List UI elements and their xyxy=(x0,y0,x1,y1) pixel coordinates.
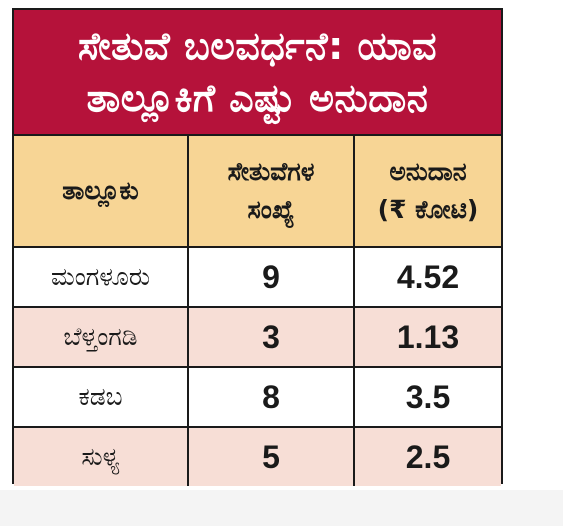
header-bridge-count: ಸೇತುವೆಗಳ ಸಂಖ್ಯೆ xyxy=(187,136,355,248)
bridge-count-cell: 8 xyxy=(187,366,355,428)
taluk-cell: ಮಂಗಳೂರು xyxy=(14,246,189,308)
infobox-title: ಸೇತುವೆ ಬಲವರ್ಧನೆ: ಯಾವ ತಾಲ್ಲೂಕಿಗೆ ಎಷ್ಟು ಅನ… xyxy=(14,10,501,136)
title-line-2: ತಾಲ್ಲೂಕಿಗೆ ಎಷ್ಟು ಅನುದಾನ xyxy=(86,76,429,120)
bridge-count-cell: 5 xyxy=(187,426,355,486)
table-header-row: ತಾಲ್ಲೂಕು ಸೇತುವೆಗಳ ಸಂಖ್ಯೆ ಅನುದಾನ (₹ ಕೋಟಿ) xyxy=(14,136,501,248)
bridge-count-cell: 3 xyxy=(187,306,355,368)
grant-cell: 4.52 xyxy=(353,246,501,308)
table-row: ಸುಳ್ಯ 5 2.5 xyxy=(14,426,501,486)
bottom-strip xyxy=(0,490,563,526)
bridge-grant-infobox: ಸೇತುವೆ ಬಲವರ್ಧನೆ: ಯಾವ ತಾಲ್ಲೂಕಿಗೆ ಎಷ್ಟು ಅನ… xyxy=(12,8,503,486)
table-row: ಬೆಳ್ತಂಗಡಿ 3 1.13 xyxy=(14,306,501,368)
bridge-count-cell: 9 xyxy=(187,246,355,308)
title-line-1: ಸೇತುವೆ ಬಲವರ್ಧನೆ: ಯಾವ xyxy=(77,24,438,68)
taluk-cell: ಕಡಬ xyxy=(14,366,189,428)
grant-cell: 3.5 xyxy=(353,366,501,428)
grant-cell: 1.13 xyxy=(353,306,501,368)
table-row: ಮಂಗಳೂರು 9 4.52 xyxy=(14,246,501,308)
grant-table: ತಾಲ್ಲೂಕು ಸೇತುವೆಗಳ ಸಂಖ್ಯೆ ಅನುದಾನ (₹ ಕೋಟಿ)… xyxy=(14,136,501,486)
taluk-cell: ಸುಳ್ಯ xyxy=(14,426,189,486)
grant-cell: 2.5 xyxy=(353,426,501,486)
table-row: ಕಡಬ 8 3.5 xyxy=(14,366,501,428)
header-grant: ಅನುದಾನ (₹ ಕೋಟಿ) xyxy=(353,136,501,248)
taluk-cell: ಬೆಳ್ತಂಗಡಿ xyxy=(14,306,189,368)
header-taluk: ತಾಲ್ಲೂಕು xyxy=(14,136,189,248)
